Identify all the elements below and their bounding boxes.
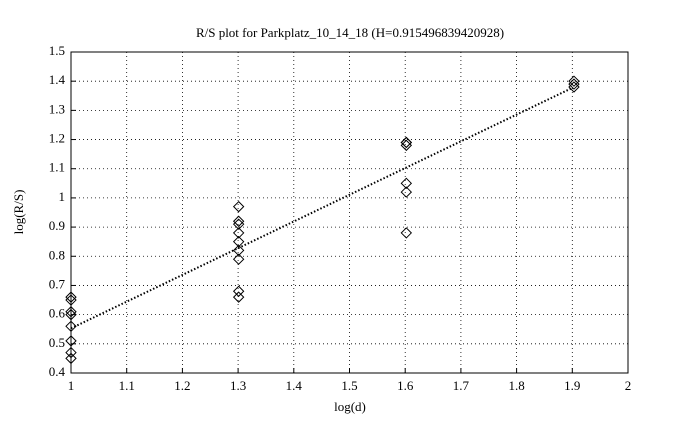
point [568, 78, 580, 90]
point [568, 75, 580, 87]
y-tick-label: 1 [59, 189, 66, 204]
point [65, 308, 77, 321]
point [400, 136, 413, 149]
point [65, 352, 77, 365]
x-tick-label: 1.8 [508, 378, 524, 393]
point [232, 218, 245, 230]
y-tick-label: 1.1 [49, 160, 65, 175]
point [232, 200, 245, 213]
x-tick-label: 1.7 [453, 378, 470, 393]
x-tick-label: 1.3 [230, 378, 246, 393]
point [232, 285, 245, 297]
y-axis-label: log(R/S) [11, 190, 26, 235]
point [400, 227, 413, 239]
y-tick-label: 1.5 [49, 43, 65, 58]
point [568, 81, 580, 93]
point [232, 244, 245, 257]
x-tick-label: 1.9 [564, 378, 580, 393]
point [65, 335, 77, 347]
x-tick-label: 1.1 [119, 378, 135, 393]
y-tick-label: 0.4 [49, 364, 66, 379]
y-tick-label: 0.8 [49, 247, 65, 262]
y-tick-label: 0.9 [49, 218, 65, 233]
y-tick-label: 0.7 [49, 276, 66, 291]
point [65, 320, 77, 333]
point [400, 177, 413, 190]
x-tick-label: 2 [625, 378, 632, 393]
point [232, 227, 245, 239]
point [65, 294, 77, 306]
x-tick-label: 1.2 [174, 378, 190, 393]
y-tick-label: 0.5 [49, 335, 65, 350]
chart-title: R/S plot for Parkplatz_10_14_18 (H=0.915… [196, 25, 504, 40]
point [65, 291, 77, 303]
point [232, 253, 245, 265]
point [400, 136, 413, 149]
y-tick-label: 0.6 [49, 306, 66, 321]
point [65, 346, 77, 359]
point [232, 235, 245, 248]
y-tick-label: 1.2 [49, 131, 65, 146]
x-tick-label: 1.4 [286, 378, 303, 393]
point [400, 139, 413, 152]
x-axis-label: log(d) [334, 399, 366, 414]
y-tick-label: 1.4 [49, 72, 66, 87]
point [232, 291, 245, 303]
y-tick-label: 1.3 [49, 101, 65, 116]
point [400, 186, 413, 198]
fit-line [70, 86, 573, 330]
point [65, 306, 77, 318]
x-tick-label: 1 [68, 378, 75, 393]
x-tick-label: 1.6 [397, 378, 414, 393]
x-tick-label: 1.5 [341, 378, 357, 393]
point [232, 215, 245, 227]
